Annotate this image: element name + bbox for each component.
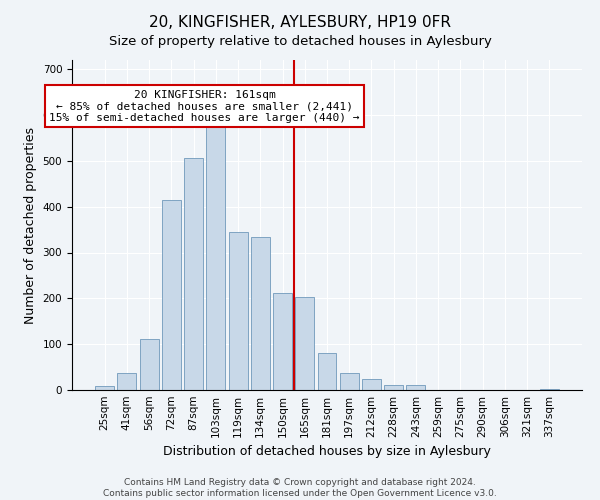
Bar xyxy=(95,386,114,390)
Bar xyxy=(162,200,181,390)
Text: Size of property relative to detached houses in Aylesbury: Size of property relative to detached ho… xyxy=(109,35,491,48)
Text: Contains HM Land Registry data © Crown copyright and database right 2024.
Contai: Contains HM Land Registry data © Crown c… xyxy=(103,478,497,498)
X-axis label: Distribution of detached houses by size in Aylesbury: Distribution of detached houses by size … xyxy=(163,446,491,458)
Bar xyxy=(340,373,359,390)
Bar xyxy=(273,293,292,390)
Bar xyxy=(251,238,270,390)
Bar xyxy=(362,378,381,390)
Bar xyxy=(540,389,559,390)
Bar xyxy=(406,384,425,390)
Bar xyxy=(295,298,314,390)
Bar xyxy=(118,372,136,390)
Bar xyxy=(140,338,158,390)
Text: 20, KINGFISHER, AYLESBURY, HP19 0FR: 20, KINGFISHER, AYLESBURY, HP19 0FR xyxy=(149,15,451,30)
Bar xyxy=(384,384,403,390)
Bar xyxy=(206,126,225,390)
Bar xyxy=(317,354,337,390)
Text: 20 KINGFISHER: 161sqm
← 85% of detached houses are smaller (2,441)
15% of semi-d: 20 KINGFISHER: 161sqm ← 85% of detached … xyxy=(49,90,360,123)
Y-axis label: Number of detached properties: Number of detached properties xyxy=(24,126,37,324)
Bar xyxy=(229,232,248,390)
Bar xyxy=(184,158,203,390)
